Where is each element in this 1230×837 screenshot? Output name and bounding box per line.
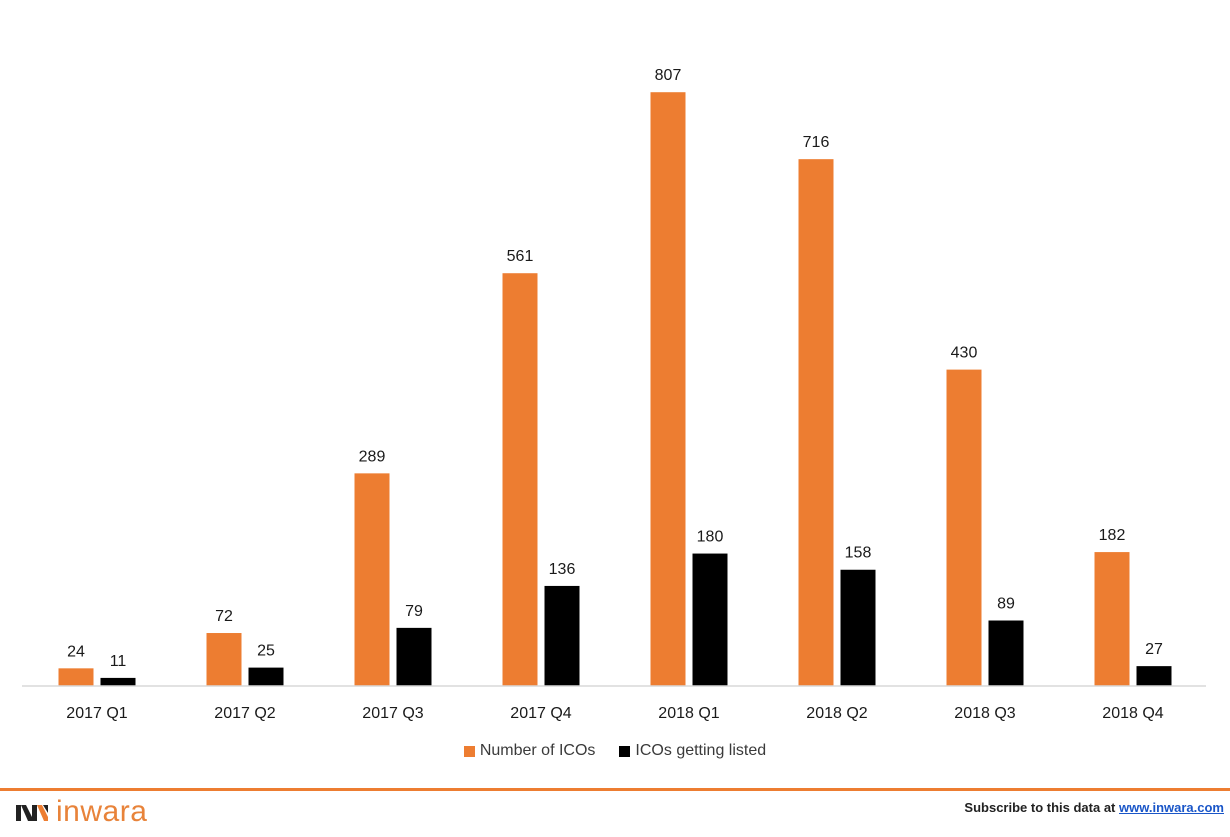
- subscribe-text: Subscribe to this data at: [964, 800, 1119, 815]
- x-tick-label: 2018 Q1: [658, 705, 719, 722]
- bar-icos-listed[interactable]: [396, 627, 432, 686]
- bar-number-of-icos[interactable]: [1094, 552, 1130, 686]
- bar-number-of-icos[interactable]: [206, 633, 242, 686]
- data-label-icos-listed: 158: [845, 545, 872, 562]
- legend-label-icos-listed: ICOs getting listed: [635, 742, 767, 759]
- data-label-number-of-icos: 289: [359, 448, 386, 465]
- inwara-logo-icon: [16, 803, 48, 821]
- bar-number-of-icos[interactable]: [58, 668, 94, 686]
- x-tick-label: 2018 Q3: [954, 705, 1015, 722]
- legend-swatch-number-of-icos: [463, 745, 475, 757]
- data-label-number-of-icos: 72: [215, 608, 233, 625]
- x-tick-label: 2018 Q4: [1102, 705, 1163, 722]
- data-label-icos-listed: 180: [697, 529, 724, 546]
- legend-item-number-of-icos[interactable]: Number of ICOs: [463, 742, 596, 760]
- legend-label-number-of-icos: Number of ICOs: [479, 742, 596, 759]
- data-label-number-of-icos: 561: [507, 248, 534, 265]
- data-label-number-of-icos: 182: [1099, 527, 1126, 544]
- bar-number-of-icos[interactable]: [650, 92, 686, 687]
- x-tick-label: 2017 Q1: [66, 705, 127, 722]
- bar-icos-listed[interactable]: [840, 569, 876, 686]
- bar-number-of-icos[interactable]: [354, 473, 390, 686]
- x-tick-label: 2017 Q3: [362, 705, 423, 722]
- data-label-number-of-icos: 807: [655, 67, 682, 84]
- bar-icos-listed[interactable]: [1136, 666, 1172, 686]
- inwara-logo-text: inwara: [56, 795, 148, 828]
- x-tick-label: 2017 Q2: [214, 705, 275, 722]
- footer-divider: [0, 788, 1230, 791]
- bar-icos-listed[interactable]: [692, 553, 728, 686]
- subscribe-link[interactable]: www.inwara.com: [1119, 800, 1224, 815]
- data-label-icos-listed: 136: [549, 561, 576, 578]
- data-label-number-of-icos: 24: [67, 643, 85, 660]
- legend-item-icos-listed[interactable]: ICOs getting listed: [619, 742, 766, 760]
- bar-number-of-icos[interactable]: [502, 273, 538, 686]
- inwara-logo[interactable]: inwara: [16, 794, 147, 830]
- legend: Number of ICOs ICOs getting listed: [0, 742, 1230, 760]
- data-label-icos-listed: 25: [257, 643, 275, 660]
- data-label-number-of-icos: 716: [803, 134, 830, 151]
- bar-icos-listed[interactable]: [544, 585, 580, 686]
- bar-icos-listed[interactable]: [988, 620, 1024, 686]
- data-label-icos-listed: 79: [405, 603, 423, 620]
- subscribe-notice: Subscribe to this data at www.inwara.com: [964, 800, 1224, 815]
- x-tick-label: 2017 Q4: [510, 705, 571, 722]
- data-label-number-of-icos: 430: [951, 345, 978, 362]
- x-tick-label: 2018 Q2: [806, 705, 867, 722]
- data-label-icos-listed: 89: [997, 596, 1015, 613]
- bar-icos-listed[interactable]: [100, 677, 136, 686]
- bar-number-of-icos[interactable]: [798, 159, 834, 687]
- data-label-icos-listed: 11: [110, 653, 127, 670]
- legend-swatch-icos-listed: [619, 745, 631, 757]
- bar-number-of-icos[interactable]: [946, 369, 982, 686]
- bar-icos-listed[interactable]: [248, 667, 284, 686]
- data-label-icos-listed: 27: [1145, 641, 1163, 658]
